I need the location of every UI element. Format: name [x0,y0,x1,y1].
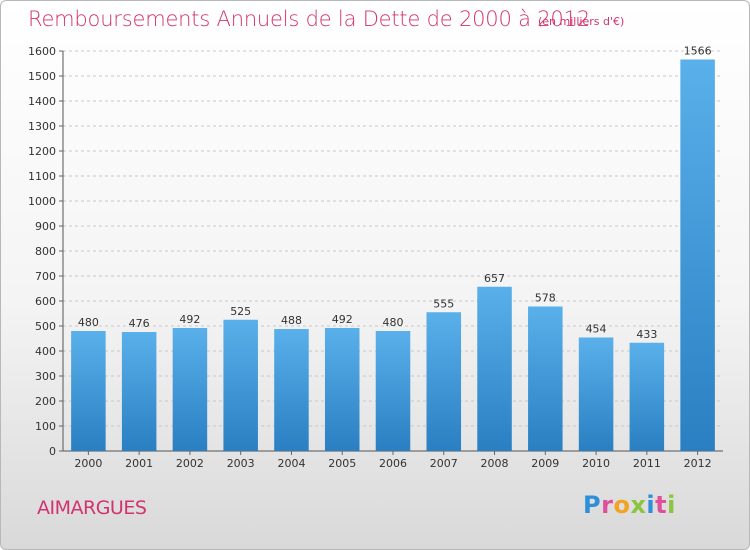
x-tick-label: 2004 [277,457,305,470]
bar-2000 [71,331,106,451]
logo-letter: x [630,491,647,519]
x-tick-label: 2012 [684,457,712,470]
y-tick-label: 300 [35,370,56,383]
logo-letter: t [655,491,668,519]
y-tick-label: 1100 [28,170,56,183]
x-tick-label: 2000 [74,457,102,470]
bar-2005 [324,328,360,451]
y-tick-label: 1300 [28,120,56,133]
data-label-2011: 433 [636,328,657,341]
bar-2006 [375,331,411,451]
x-tick-label: 2010 [582,457,610,470]
bar-2001 [121,332,157,451]
y-tick-label: 200 [35,395,56,408]
y-tick-label: 400 [35,345,56,358]
y-tick-label: 100 [35,420,56,433]
logo-letter: r [601,491,614,519]
bar-2009 [528,306,563,451]
bar-2002 [172,328,208,451]
data-label-2005: 492 [332,313,353,326]
data-label-2008: 657 [484,272,505,285]
bar-2008 [477,286,512,451]
bar-2010 [578,337,614,451]
logo-letter: o [613,491,631,519]
chart-title: Remboursements Annuels de la Dette de 20… [28,7,590,31]
logo-letter: i [646,491,656,519]
data-label-2001: 476 [129,317,150,330]
data-label-2004: 488 [281,314,302,327]
y-tick-label: 0 [49,445,56,458]
bar-2004 [274,329,309,451]
data-label-2007: 555 [433,297,454,310]
y-tick-label: 900 [35,220,56,233]
data-label-2012: 1566 [684,45,712,58]
data-label-2000: 480 [78,316,99,329]
x-tick-label: 2008 [481,457,509,470]
bar-2007 [426,312,462,451]
logo-letter: i [667,491,676,519]
x-tick-label: 2005 [328,457,356,470]
chart-subtitle: (en milliers d'€) [538,15,625,28]
y-tick-label: 600 [35,295,56,308]
bar-2012 [680,59,715,451]
x-tick-label: 2002 [176,457,204,470]
data-label-2010: 454 [586,323,607,336]
x-tick-label: 2001 [125,457,153,470]
data-label-2006: 480 [383,316,404,329]
logo-letter: P [583,491,602,519]
proxiti-logo: Proxiti [583,491,676,519]
x-tick-label: 2009 [531,457,559,470]
data-label-2003: 525 [230,305,251,318]
y-tick-label: 1200 [28,145,56,158]
data-label-2002: 492 [179,313,200,326]
x-tick-label: 2007 [430,457,458,470]
y-tick-label: 1400 [28,95,56,108]
y-tick-label: 1000 [28,195,56,208]
y-tick-label: 1500 [28,70,56,83]
x-tick-label: 2003 [227,457,255,470]
y-tick-label: 1600 [28,45,56,58]
y-tick-label: 700 [35,270,56,283]
city-name: AIMARGUES [37,497,147,519]
y-tick-label: 800 [35,245,56,258]
x-tick-label: 2006 [379,457,407,470]
x-tick-label: 2011 [633,457,661,470]
bar-2011 [629,342,665,451]
bar-2003 [223,319,258,451]
y-tick-label: 500 [35,320,56,333]
data-label-2009: 578 [535,292,556,305]
